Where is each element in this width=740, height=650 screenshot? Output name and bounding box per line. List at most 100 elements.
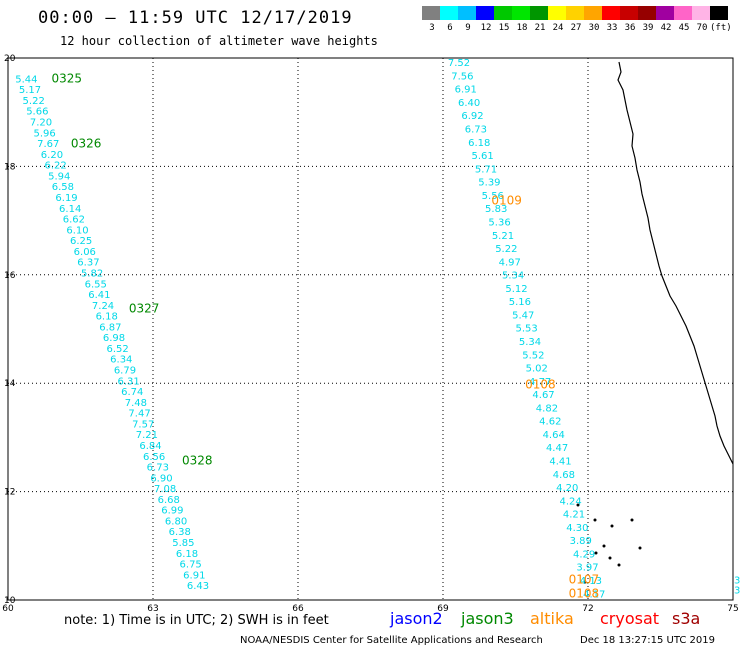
x-tick-label: 63 xyxy=(147,604,158,614)
swh-value: 5.17 xyxy=(19,85,41,96)
scale-swatch xyxy=(422,6,440,20)
scale-swatch xyxy=(638,6,656,20)
swh-value: 7.20 xyxy=(30,118,52,129)
swh-value: 5.85 xyxy=(172,538,194,549)
island-marker xyxy=(630,518,634,522)
swh-value: 4.64 xyxy=(543,430,565,441)
swh-value: 4.13 xyxy=(580,576,602,587)
y-tick-label: 20 xyxy=(4,54,16,64)
scale-label: 6 xyxy=(447,23,453,33)
swh-value: 6.18 xyxy=(468,138,490,149)
pass-label: 0325 xyxy=(52,71,83,85)
swh-value: 6.68 xyxy=(158,495,180,506)
pass-label: 0107 xyxy=(569,573,600,587)
scale-label: 42 xyxy=(660,23,672,33)
swh-value: 3 xyxy=(734,586,740,597)
scale-swatch xyxy=(692,6,710,20)
swh-value: 6.84 xyxy=(139,441,161,452)
swh-value: 6.41 xyxy=(88,290,110,301)
swh-value: 5.22 xyxy=(23,96,45,107)
swh-value: 6.80 xyxy=(165,516,187,527)
satellite-altika: altika xyxy=(530,609,574,628)
swh-value: 5.39 xyxy=(478,178,500,189)
scale-label: 36 xyxy=(624,23,636,33)
island-marker xyxy=(608,556,612,560)
scale-label: 70 xyxy=(696,23,708,33)
swh-value: 5.61 xyxy=(472,151,494,162)
scale-label: (ft) xyxy=(710,23,732,33)
scale-label: 30 xyxy=(588,23,600,33)
swh-value: 3.89 xyxy=(570,536,592,547)
swh-value: 4.20 xyxy=(556,483,578,494)
swh-value: 4.97 xyxy=(499,257,521,268)
satellite-s3a: s3a xyxy=(672,609,701,628)
pass-label: 0327 xyxy=(129,302,160,316)
scale-label: 9 xyxy=(465,23,471,33)
swh-value: 6.73 xyxy=(465,125,487,136)
swh-value: 4.62 xyxy=(539,417,561,428)
swh-value: 5.53 xyxy=(516,324,538,335)
swh-value: 6.18 xyxy=(176,549,198,560)
y-tick-label: 10 xyxy=(4,596,16,606)
swh-value: 6.20 xyxy=(41,150,63,161)
swh-value: 6.91 xyxy=(183,570,205,581)
scale-label: 3 xyxy=(429,23,435,33)
pass-label: 0109 xyxy=(491,193,522,207)
scale-swatch xyxy=(530,6,548,20)
island-marker xyxy=(576,503,580,507)
scale-swatch xyxy=(584,6,602,20)
swh-value: 6.92 xyxy=(461,111,483,122)
island-marker xyxy=(617,563,621,567)
scale-label: 27 xyxy=(570,23,582,33)
swh-value: 5.16 xyxy=(509,297,531,308)
satellite-cryosat: cryosat xyxy=(600,609,660,628)
scale-swatch xyxy=(494,6,512,20)
scale-swatch xyxy=(710,6,728,20)
swh-value: 4.67 xyxy=(532,390,554,401)
swh-value: 5.56 xyxy=(482,191,504,202)
swh-value: 4.41 xyxy=(549,457,571,468)
swh-value: 7.24 xyxy=(92,301,114,312)
swh-value: 3.97 xyxy=(576,563,598,574)
swh-value: 3 xyxy=(734,576,740,587)
swh-value: 6.74 xyxy=(121,387,143,398)
swh-value: 7.47 xyxy=(128,409,150,420)
swh-value: 6.87 xyxy=(99,322,121,333)
swh-value: 5.34 xyxy=(519,337,541,348)
island-marker xyxy=(583,580,587,584)
credit-line: NOAA/NESDIS Center for Satellite Applica… xyxy=(240,635,543,646)
scale-label: 39 xyxy=(642,23,654,33)
scale-swatch xyxy=(440,6,458,20)
swh-value: 5.94 xyxy=(48,171,70,182)
scale-label: 15 xyxy=(498,23,510,33)
x-tick-label: 66 xyxy=(292,604,304,614)
swh-value: 6.25 xyxy=(70,236,92,247)
swh-value: 6.91 xyxy=(455,85,477,96)
swh-value: 6.62 xyxy=(63,215,85,226)
swh-value: 5.47 xyxy=(512,310,534,321)
swh-value: 4.21 xyxy=(563,510,585,521)
swh-value: 7.48 xyxy=(125,398,147,409)
scale-label: 21 xyxy=(534,23,546,33)
scale-swatch xyxy=(674,6,692,20)
swh-value: 6.37 xyxy=(77,258,99,269)
swh-value: 6.73 xyxy=(147,463,169,474)
swh-value: 5.83 xyxy=(485,204,507,215)
scale-label: 18 xyxy=(516,23,528,33)
swh-value: 6.52 xyxy=(107,344,129,355)
swh-value: 6.14 xyxy=(59,204,81,215)
swh-value: 6.43 xyxy=(187,581,209,592)
island-marker xyxy=(593,518,597,522)
satellite-jason2: jason2 xyxy=(390,609,443,628)
swh-value: 5.52 xyxy=(522,350,544,361)
scale-label: 24 xyxy=(552,23,564,33)
swh-value: 4.47 xyxy=(546,443,568,454)
swh-value: 6.90 xyxy=(150,473,172,484)
swh-value: 6.31 xyxy=(117,376,139,387)
pass-label: 0108 xyxy=(525,378,556,392)
satellite-jason3: jason3 xyxy=(461,609,514,628)
page-title: 00:00 – 11:59 UTC 12/17/2019 xyxy=(38,8,353,28)
swh-value: 5.02 xyxy=(526,364,548,375)
map-frame xyxy=(7,57,734,601)
swh-value: 5.71 xyxy=(475,164,497,175)
